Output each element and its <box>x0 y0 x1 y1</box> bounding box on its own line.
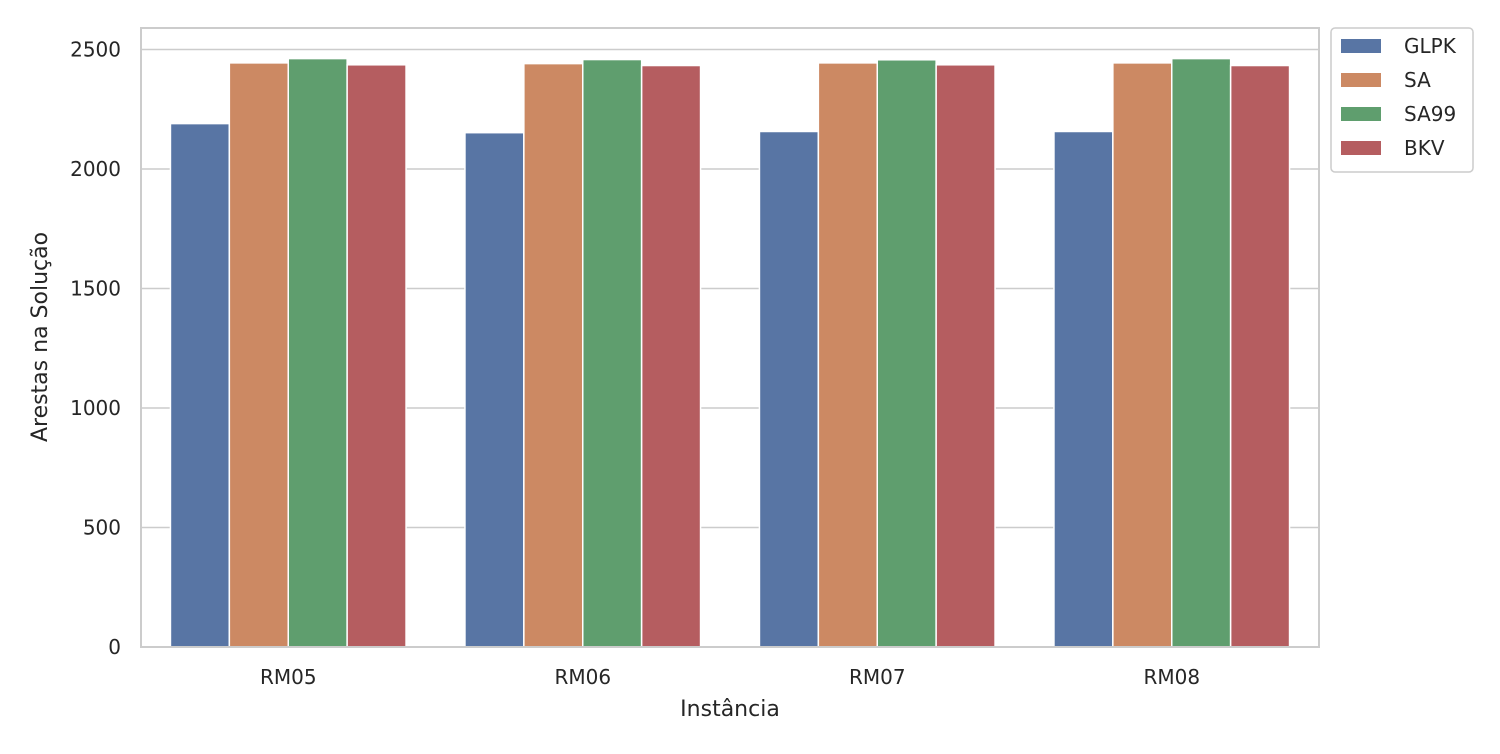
legend: GLPK SA SA99 BKV <box>1330 27 1474 173</box>
x-axis-label: Instância <box>680 697 780 722</box>
y-tick-label: 500 <box>83 516 121 540</box>
legend-label: SA99 <box>1404 102 1456 126</box>
x-tick-label: RM06 <box>554 665 611 689</box>
bar-sa-rm06 <box>523 62 584 648</box>
legend-label: SA <box>1404 68 1431 92</box>
bar-bkv-rm08 <box>1229 64 1291 648</box>
legend-label: BKV <box>1404 136 1445 160</box>
y-tick-label: 1500 <box>70 277 121 301</box>
bar-bkv-rm07 <box>935 64 996 648</box>
y-axis-label: Arestas na Solução <box>28 232 53 442</box>
x-tick-label: RM05 <box>260 665 317 689</box>
bar-sa-rm07 <box>817 62 878 648</box>
legend-label: GLPK <box>1404 34 1457 58</box>
legend-frame <box>1330 27 1474 173</box>
bar-glpk-rm08 <box>1053 130 1114 648</box>
bar-glpk-rm06 <box>464 131 525 648</box>
y-tick-label: 2000 <box>70 157 121 181</box>
y-tick-label: 2500 <box>70 38 121 62</box>
legend-swatch <box>1341 39 1381 53</box>
bar-glpk-rm07 <box>758 130 820 648</box>
bar-sa99-rm05 <box>287 57 348 648</box>
legend-swatch <box>1341 141 1381 155</box>
x-tick-label: RM08 <box>1143 665 1200 689</box>
bar-bkv-rm06 <box>640 64 702 648</box>
y-tick-label: 0 <box>108 635 121 659</box>
legend-items: GLPK SA SA99 BKV <box>1341 34 1457 160</box>
y-tick-labels: 0 500 1000 1500 2000 2500 <box>70 38 121 659</box>
bar-sa99-rm07 <box>876 59 937 648</box>
bar-sa-rm05 <box>228 62 290 648</box>
x-tick-label: RM07 <box>849 665 906 689</box>
y-tick-label: 1000 <box>70 396 121 420</box>
bar-sa99-rm06 <box>582 58 643 648</box>
x-tick-labels: RM05 RM06 RM07 RM08 <box>260 665 1200 689</box>
bar-glpk-rm05 <box>169 122 231 648</box>
bar-sa99-rm08 <box>1171 57 1232 648</box>
bar-sa-rm08 <box>1112 62 1173 648</box>
legend-swatch <box>1341 73 1381 87</box>
plot-frame <box>140 27 1320 648</box>
bar-bkv-rm05 <box>346 64 407 648</box>
legend-swatch <box>1341 107 1381 121</box>
bars <box>169 57 1291 648</box>
